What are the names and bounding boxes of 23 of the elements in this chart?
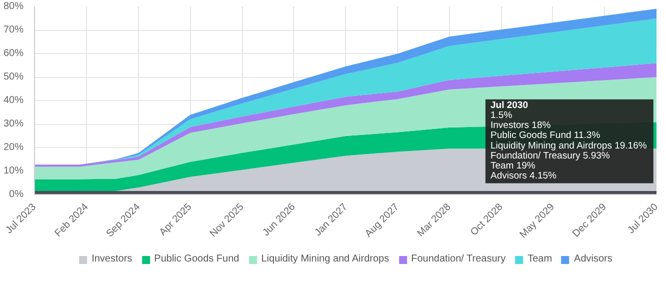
- legend-label: Liquidity Mining and Airdrops: [261, 254, 390, 264]
- legend-label: Advisors: [574, 254, 612, 264]
- annotation: Jul 2030: [490, 100, 528, 111]
- legend-label: Team: [528, 254, 552, 264]
- annotation: Investors 18%: [490, 120, 552, 132]
- y-tick-label: 50%: [3, 72, 24, 82]
- y-tick-label: 60%: [3, 48, 24, 59]
- legend-label: Public Goods Fund: [154, 254, 240, 264]
- legend-label: Investors: [92, 254, 132, 264]
- y-tick-label: 20%: [3, 142, 24, 153]
- y-tick-label: 70%: [3, 24, 24, 36]
- annotation: Foundation/ Treasury 5.93%: [490, 150, 610, 162]
- y-tick-label: 0%: [9, 189, 24, 200]
- annotation: Advisors 4.15%: [490, 170, 558, 182]
- y-tick-label: 40%: [3, 95, 24, 106]
- annotation: Team 19%: [490, 160, 536, 172]
- annotation: Liquidity Mining and Airdrops 19.16%: [490, 140, 648, 152]
- y-tick-label: 30%: [3, 118, 24, 130]
- y-tick-label: 10%: [3, 166, 24, 176]
- annotation: Public Goods Fund 11.3%: [490, 130, 601, 142]
- y-tick-label: 80%: [3, 1, 24, 12]
- annotation: 1.5%: [490, 110, 513, 121]
- legend-label: Foundation/ Treasury: [411, 254, 506, 264]
